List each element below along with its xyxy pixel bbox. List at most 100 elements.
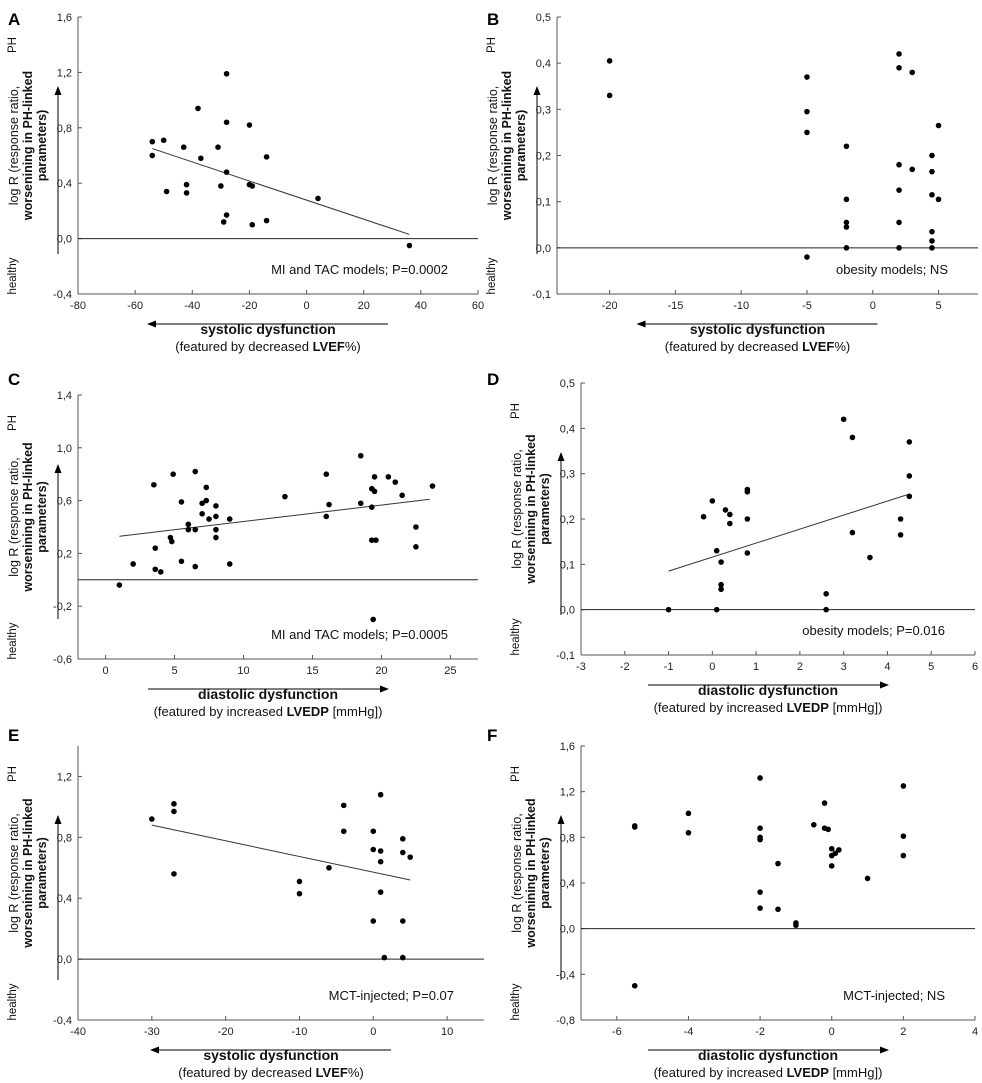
x-tick-label: 0 [870,300,876,312]
panel-a: A -0,4 0,0 0,4 0,8 1,2 1,6 -80 -60 -40 -20 0 20 40 60 M… [7,10,484,354]
data-point [371,488,378,495]
data-point [832,850,839,857]
annotation: MI and TAC models; P=0.0005 [271,627,448,642]
y-tick-label: -0,1 [532,289,551,301]
data-point [315,195,321,202]
ph-label: PH [7,37,19,53]
data-point [757,775,763,781]
data-point [149,816,155,822]
y-title-line2: worsenining in PH-linked [21,71,35,221]
data-point [163,188,170,195]
data-point [849,529,856,536]
data-point [804,129,810,136]
data-point [909,166,916,173]
data-point [203,484,210,491]
x-tick-label: 3 [841,661,847,673]
annotation: MCT-injected; P=0.07 [329,988,454,1003]
regression-line [151,824,411,881]
data-point [171,808,177,815]
data-point [296,890,303,897]
data-point [213,526,219,533]
y-tick-label: 0,8 [57,832,72,844]
data-point [185,526,192,533]
data-point [413,524,419,530]
data-point [722,507,729,513]
y-tick-label: 0,2 [536,151,551,163]
panel-c: C -0,6 -0,2 0,2 0,6 1,0 1,4 0 5 10 15 20 25 MI and TA… [7,370,478,719]
y-tick-label: 1,2 [57,67,72,79]
y-title-line3: parameters) [514,110,528,182]
data-point [757,825,763,831]
data-point [381,954,388,961]
y-tick-label: 1,0 [57,443,72,455]
data-point [867,554,873,561]
data-point [700,513,707,520]
x-tick-label: 15 [306,665,318,677]
data-point [900,833,907,839]
data-point [400,954,406,961]
x-tick-label: 0 [829,1026,835,1038]
data-point [203,497,210,504]
data-point [215,144,221,150]
data-point [400,849,406,856]
y-title-line3: parameters) [35,110,49,182]
data-point [218,183,224,189]
data-point [198,155,204,162]
y-axis-title: log R (response ratio, worsenining in PH-… [510,434,552,584]
data-point [157,569,164,575]
data-point [323,471,330,478]
data-point [929,228,935,235]
data-point [836,847,842,853]
data-point [804,74,810,80]
x-axis-subtitle: (featured by increased LVEDP [mmHg]) [154,704,383,719]
x-tick-label: 6 [972,661,978,673]
y-title-line2: worsenining in PH-linked [500,71,514,221]
ph-label: PH [7,766,19,782]
data-point [709,498,716,504]
x-tick-label: 4 [884,661,890,673]
data-point [282,493,288,500]
data-point [896,219,902,226]
annotation: MCT-injected; NS [843,988,945,1003]
data-point [213,534,219,541]
y-title-line1: log R (response ratio, [7,813,21,933]
x-tick-label: -15 [667,300,683,312]
regression-line [119,498,430,537]
y-tick-label: 0,3 [536,104,551,116]
healthy-label: healthy [510,983,522,1020]
y-tick-label: 0,0 [536,243,551,255]
data-point [727,520,733,527]
x-tick-label: 20 [358,300,370,312]
data-point [400,918,406,924]
data-point [370,616,376,623]
data-point [130,561,136,567]
panel-letter: D [487,370,499,389]
data-point [825,826,831,833]
data-point [849,434,856,441]
data-point [213,513,219,520]
data-point [631,982,638,989]
data-point [929,191,935,198]
data-point [685,829,692,836]
data-point [823,591,829,597]
data-point [368,504,375,511]
data-point [744,550,751,556]
x-tick-label: -5 [802,300,812,312]
data-point [357,452,364,459]
data-point [116,582,123,588]
y-title-line1: log R (response ratio, [7,457,21,577]
data-point [906,493,913,500]
healthy-label: healthy [486,257,498,294]
data-point [370,918,377,924]
y-tick-label: -0,4 [53,1015,72,1027]
x-axis-subtitle: (featured by increased LVEDP [mmHg]) [654,700,883,715]
data-point [935,122,942,129]
data-point [757,889,763,895]
annotation: obesity models; P=0.016 [802,623,945,638]
data-point [213,503,219,509]
data-point [149,152,156,159]
data-point [757,905,763,911]
ph-label: PH [7,415,19,431]
x-tick-label: -40 [184,300,200,312]
